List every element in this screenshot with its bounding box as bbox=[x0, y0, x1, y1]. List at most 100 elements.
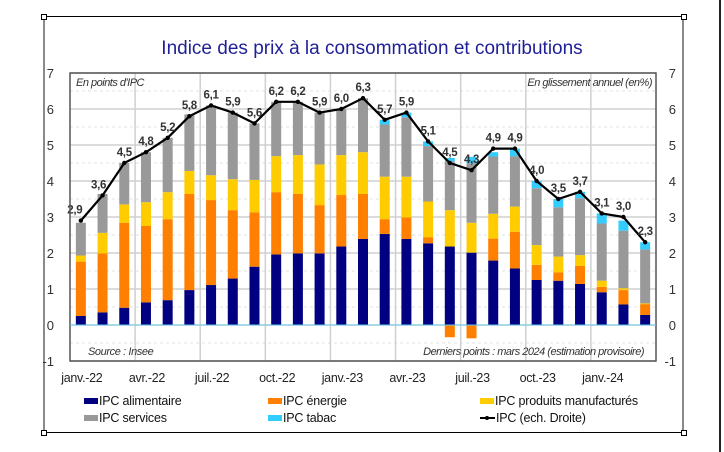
bar-segment-ipc-alimentaire bbox=[184, 290, 195, 325]
bar-segment-ipc-services bbox=[509, 156, 520, 207]
bar-segment-ipc-nergie bbox=[314, 205, 325, 254]
resize-handle-bottom-left[interactable] bbox=[41, 430, 47, 436]
bar-segment-ipc-nergie bbox=[466, 325, 477, 339]
bar-segment-ipc-alimentaire bbox=[358, 238, 368, 325]
bar-segment-ipc-alimentaire bbox=[162, 300, 173, 325]
bar-segment-ipc-produits-manufactur-s bbox=[423, 201, 434, 238]
bar-segment-ipc-alimentaire bbox=[75, 316, 86, 325]
ipc-line-point bbox=[491, 146, 496, 151]
ipc-line-point bbox=[230, 110, 235, 115]
bar-segment-ipc-alimentaire bbox=[97, 312, 108, 325]
bar-segment-ipc-alimentaire bbox=[249, 266, 260, 325]
bar-segment-ipc-produits-manufactur-s bbox=[75, 255, 86, 262]
bar-segment-ipc-produits-manufactur-s bbox=[640, 303, 651, 305]
bar-segment-ipc-nergie bbox=[271, 192, 282, 255]
y2-axis-tick-label: 1 bbox=[669, 282, 676, 297]
resize-handle-top-left[interactable] bbox=[41, 14, 47, 20]
ipc-line bbox=[78, 96, 648, 245]
legend-swatch-services bbox=[84, 415, 98, 421]
y-axis-tick-label: 1 bbox=[47, 282, 54, 297]
plot-border bbox=[69, 72, 657, 362]
x-axis-tick-label: avr.-23 bbox=[389, 371, 425, 385]
ipc-data-label: 4,5 bbox=[117, 147, 133, 159]
bar-segment-ipc-services bbox=[140, 152, 151, 203]
bar-segment-ipc-services bbox=[162, 137, 173, 193]
ipc-line-point bbox=[621, 214, 626, 220]
ipc-line-point bbox=[273, 99, 279, 105]
y2-axis-tick-label: -1 bbox=[664, 354, 676, 369]
x-axis-tick-label: oct.-23 bbox=[520, 371, 556, 385]
bar-segment-ipc-produits-manufactur-s bbox=[531, 245, 542, 265]
bar-segment-ipc-alimentaire bbox=[531, 280, 542, 325]
ipc-data-label: 5,1 bbox=[421, 125, 437, 137]
bar-segment-ipc-services bbox=[271, 101, 282, 157]
ipc-data-label: 3,5 bbox=[551, 183, 567, 195]
bar-segment-ipc-produits-manufactur-s bbox=[553, 256, 564, 273]
bar-segment-ipc-tabac bbox=[640, 242, 651, 250]
ipc-line-point bbox=[339, 106, 344, 112]
bar-segment-ipc-produits-manufactur-s bbox=[336, 155, 347, 196]
y-axis-tick-label: 5 bbox=[47, 138, 54, 153]
bar-segment-ipc-produits-manufactur-s bbox=[444, 210, 455, 247]
legend-label: IPC alimentaire bbox=[99, 394, 182, 408]
ipc-data-label: 6,3 bbox=[355, 82, 370, 94]
bar-segment-ipc-produits-manufactur-s bbox=[618, 288, 629, 291]
bar-segment-ipc-services bbox=[314, 112, 325, 165]
x-axis-tick-label: janv.-22 bbox=[60, 371, 102, 385]
window-edge-line bbox=[719, 0, 721, 452]
bar-segment-ipc-produits-manufactur-s bbox=[227, 179, 238, 211]
bar-segment-ipc-alimentaire bbox=[575, 283, 586, 325]
ipc-line-point bbox=[599, 211, 604, 216]
bar-segment-ipc-services bbox=[75, 222, 86, 256]
bar-segment-ipc-alimentaire bbox=[119, 307, 130, 325]
bar-segment-ipc-tabac bbox=[444, 157, 455, 162]
legend-item-ipc: IPC (ech. Droite) bbox=[480, 411, 586, 425]
bar-segment-ipc-produits-manufactur-s bbox=[184, 170, 195, 194]
ipc-line-point bbox=[187, 114, 192, 119]
ipc-data-label: 3,0 bbox=[616, 201, 631, 213]
bar-segment-ipc-services bbox=[401, 117, 412, 177]
bar-segment-ipc-tabac bbox=[466, 156, 477, 164]
bar-segment-ipc-nergie bbox=[119, 222, 130, 308]
ipc-data-label: 3,6 bbox=[91, 179, 106, 191]
resize-handle-bottom-right[interactable] bbox=[681, 430, 687, 436]
x-axis-tick-label: juil.-23 bbox=[454, 371, 490, 385]
bar-segment-ipc-tabac bbox=[531, 181, 542, 189]
ipc-data-label: 4,5 bbox=[442, 147, 458, 159]
bar-segment-ipc-nergie bbox=[292, 193, 303, 254]
x-axis-tick-label: janv.-23 bbox=[321, 371, 363, 385]
ipc-data-label: 5,9 bbox=[225, 97, 240, 109]
bar-segment-ipc-produits-manufactur-s bbox=[162, 192, 173, 220]
bar-segment-ipc-produits-manufactur-s bbox=[379, 176, 390, 220]
y2-axis-tick-label: 7 bbox=[669, 66, 676, 81]
ipc-data-label: 5,7 bbox=[377, 104, 392, 116]
bar-segment-ipc-tabac bbox=[575, 191, 586, 199]
bar-segment-ipc-tabac bbox=[488, 152, 499, 157]
y-axis-tick-label: 7 bbox=[47, 66, 54, 81]
bar-segment-ipc-tabac bbox=[596, 213, 607, 224]
y-axis-tick-label: 0 bbox=[47, 318, 54, 333]
bar-segment-ipc-nergie bbox=[488, 238, 499, 261]
bar-segment-ipc-tabac bbox=[553, 199, 564, 208]
bar-segment-ipc-nergie bbox=[336, 195, 347, 247]
bar-segment-ipc-produits-manufactur-s bbox=[466, 222, 477, 253]
ipc-data-label: 4,3 bbox=[464, 154, 479, 166]
bar-segment-ipc-services bbox=[119, 163, 130, 205]
ipc-line-point bbox=[100, 193, 105, 198]
resize-handle-top-right[interactable] bbox=[681, 14, 687, 20]
bar-segment-ipc-services bbox=[249, 123, 260, 180]
y-axis-tick-label: 2 bbox=[47, 246, 54, 261]
x-axis-tick-label: janv.-24 bbox=[581, 371, 623, 385]
bar-segment-ipc-nergie bbox=[249, 212, 260, 267]
bar-segment-ipc-produits-manufactur-s bbox=[596, 280, 607, 287]
bar-segment-ipc-services bbox=[531, 188, 542, 246]
bar-segment-ipc-alimentaire bbox=[553, 280, 564, 325]
ipc-data-label: 2,9 bbox=[67, 205, 82, 217]
ipc-line-point bbox=[78, 218, 84, 223]
bar-segment-ipc-alimentaire bbox=[466, 252, 477, 325]
bar-segment-ipc-nergie bbox=[509, 231, 520, 269]
bar-segment-ipc-alimentaire bbox=[314, 253, 325, 325]
bar-segment-ipc-nergie bbox=[553, 272, 564, 281]
bar-segment-ipc-produits-manufactur-s bbox=[119, 204, 130, 223]
bar-segment-ipc-services bbox=[553, 207, 564, 257]
